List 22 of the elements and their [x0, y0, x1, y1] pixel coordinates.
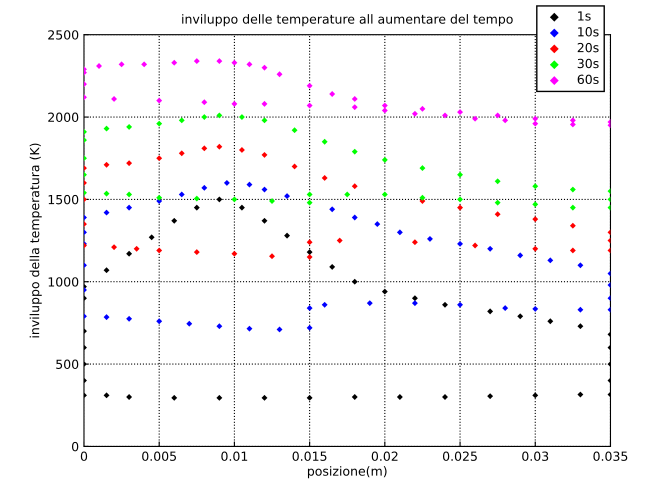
x-axis-title: posizione(m): [308, 466, 387, 478]
y-tick-label: 500: [56, 360, 78, 369]
x-tick-label: 0.025: [442, 451, 477, 461]
y-tick-label: 1500: [48, 194, 78, 204]
x-tick-label: 0.02: [372, 451, 398, 461]
legend-label: 60s: [578, 74, 599, 84]
x-tick-label: 0.03: [522, 451, 548, 461]
chart-title: inviluppo delle temperature all aumentare del tempo: [182, 14, 513, 26]
x-tick-label: 0.005: [142, 451, 176, 461]
x-tick-label: 0: [80, 451, 88, 461]
legend-label: 10s: [578, 27, 599, 36]
y-tick-label: 2500: [48, 30, 78, 40]
y-tick-label: 0: [72, 442, 78, 452]
legend-label: 20s: [578, 42, 599, 52]
legend-label: 30s: [578, 58, 599, 68]
y-axis-title: inviluppo della temperatura (K): [30, 144, 42, 338]
legend-label: 1s: [578, 11, 591, 21]
x-tick-label: 0.035: [593, 451, 628, 461]
x-tick-label: 0.01: [221, 451, 248, 461]
x-tick-label: 0.015: [292, 451, 326, 461]
y-tick-label: 2000: [48, 112, 78, 122]
y-tick-label: 1000: [48, 277, 78, 287]
